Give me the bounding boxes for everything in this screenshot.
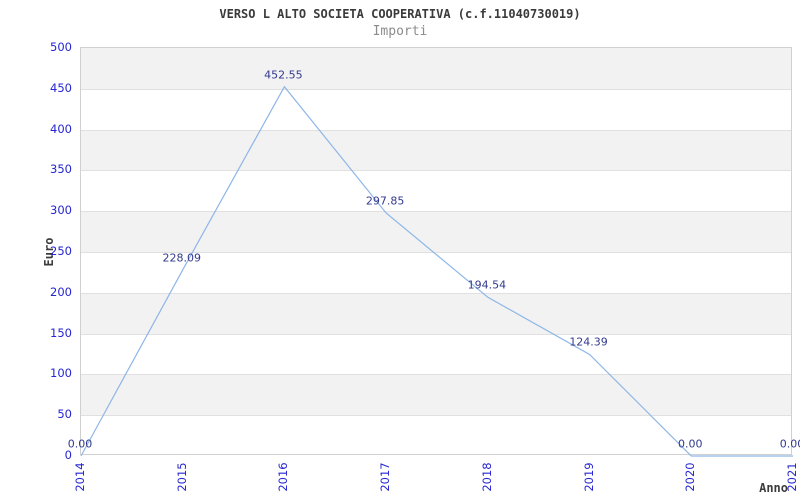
gridline [81, 130, 791, 131]
x-tick-label: 2021 [785, 462, 799, 492]
gridline [81, 293, 791, 294]
plot-area [80, 47, 793, 457]
x-tick-label: 2015 [174, 462, 189, 492]
plot-band [81, 374, 791, 416]
plot-band [81, 48, 791, 89]
plot-band [81, 211, 791, 252]
x-tick-label: 2019 [581, 462, 596, 492]
gridline [81, 170, 791, 171]
data-point-label: 0.00 [678, 437, 703, 451]
gridline [81, 415, 791, 416]
chart-title: VERSO L ALTO SOCIETA COOPERATIVA (c.f.11… [219, 7, 581, 21]
data-point-label: 0.00 [779, 437, 800, 451]
x-tick-label: 2020 [683, 462, 698, 492]
y-tick-label: 300 [50, 203, 72, 218]
y-tick-label: 100 [50, 366, 72, 381]
gridline [81, 211, 791, 212]
x-tick-label: 2018 [479, 462, 494, 492]
data-point-label: 228.09 [162, 251, 201, 265]
gridline [81, 252, 791, 253]
y-tick-label: 400 [50, 121, 72, 136]
data-point-label: 194.54 [467, 278, 507, 292]
y-tick-label: 500 [50, 40, 72, 54]
y-tick-label: 350 [50, 162, 72, 177]
gridline [81, 89, 791, 90]
x-axis-title: Anno [759, 481, 788, 495]
y-tick-label: 150 [50, 325, 72, 340]
plot-band [81, 292, 791, 334]
x-tick-label: 2014 [73, 462, 87, 492]
data-line [80, 85, 793, 457]
y-tick-label: 250 [50, 244, 72, 258]
data-point-label: 124.39 [569, 335, 608, 349]
data-point-label: 297.85 [365, 194, 405, 208]
data-point-label: 452.55 [264, 68, 303, 82]
plot-band [81, 129, 791, 171]
y-tick-label: 200 [50, 284, 72, 299]
chart-subtitle: Importi [372, 24, 428, 39]
gridline [81, 334, 791, 335]
y-tick-label: 0 [64, 448, 72, 462]
data-point-label: 0.00 [67, 437, 93, 451]
y-tick-label: 50 [57, 407, 72, 422]
x-tick-label: 2017 [378, 462, 393, 492]
y-tick-label: 450 [50, 80, 72, 95]
data-line-svg [80, 85, 793, 457]
x-tick-label: 2016 [276, 462, 291, 492]
gridline [81, 374, 791, 375]
